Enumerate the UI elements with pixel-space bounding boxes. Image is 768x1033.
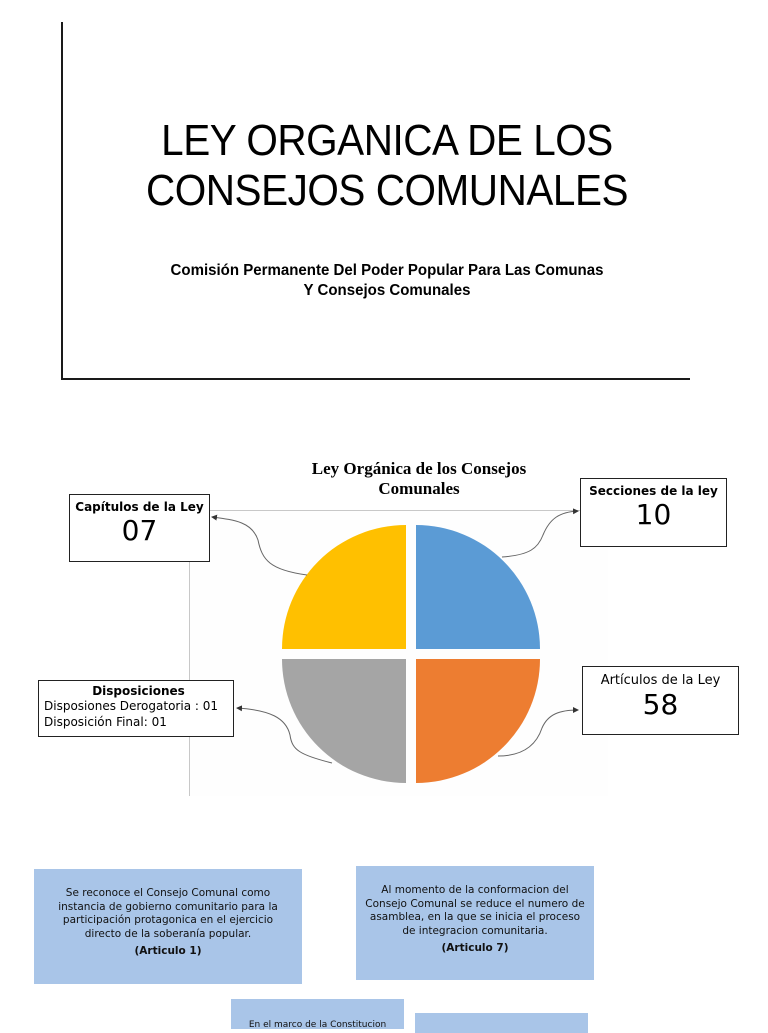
callout-disposiciones-final: Disposición Final: 01 [44,715,167,729]
subtitle-line-1: Comisión Permanente Del Poder Popular Pa… [170,262,604,279]
connector-disposiciones [236,705,333,764]
callout-secciones: Secciones de la ley 10 [580,478,727,547]
page-title: LEY ORGANICA DE LOS CONSEJOS COMUNALES [88,116,686,216]
callout-secciones-label: Secciones de la ley [589,484,718,498]
pie-slice-secciones [416,525,540,649]
note-text: Se reconoce el Consejo Comunal como inst… [58,887,278,940]
title-line-2: CONSEJOS COMUNALES [145,166,629,215]
callout-disposiciones-derogatoria: Disposiones Derogatoria : 01 [44,699,218,713]
callout-capitulos-value: 07 [121,514,158,547]
note-partial [415,1013,588,1033]
callout-articulos-label: Artículos de la Ley [600,673,721,688]
subtitle-line-2: Y Consejos Comunales [303,282,471,299]
note-ref: (Articulo 7) [441,942,509,954]
chart-title-line-2: Comunales [378,479,460,498]
chart-title: Ley Orgánica de los Consejos Comunales [189,459,649,499]
connector-capitulos [211,514,308,576]
callout-disposiciones: Disposiciones Disposiones Derogatoria : … [38,680,234,737]
note-ref: (Articulo 1) [134,945,202,957]
chart-title-line-1: Ley Orgánica de los Consejos [311,459,527,478]
note-articulo-7: Al momento de la conformacion del Consej… [356,866,594,980]
note-text: En el marco de la Constitucion [248,1020,387,1029]
callout-articulos: Artículos de la Ley 58 [582,666,739,735]
title-line-1: LEY ORGANICA DE LOS [161,116,613,165]
callout-secciones-value: 10 [635,498,672,531]
pie-slice-capitulos [282,525,406,649]
slide-border-left [61,22,63,380]
note-constitucion: En el marco de la Constitucion [231,999,404,1029]
note-articulo-1: Se reconoce el Consejo Comunal como inst… [34,869,302,984]
note-text: Al momento de la conformacion del Consej… [365,884,585,937]
pie-slice-articulos [416,659,540,783]
connector-articulos [497,707,579,757]
callout-disposiciones-label: Disposiciones [92,684,185,698]
callout-capitulos: Capítulos de la Ley 07 [69,494,210,562]
page-subtitle: Comisión Permanente Del Poder Popular Pa… [82,261,693,301]
slide-border-bottom [62,378,690,380]
connector-secciones [501,508,579,558]
callout-capitulos-label: Capítulos de la Ley [75,500,204,514]
pie-slice-disposiciones [282,659,406,783]
callout-articulos-value: 58 [642,688,679,721]
